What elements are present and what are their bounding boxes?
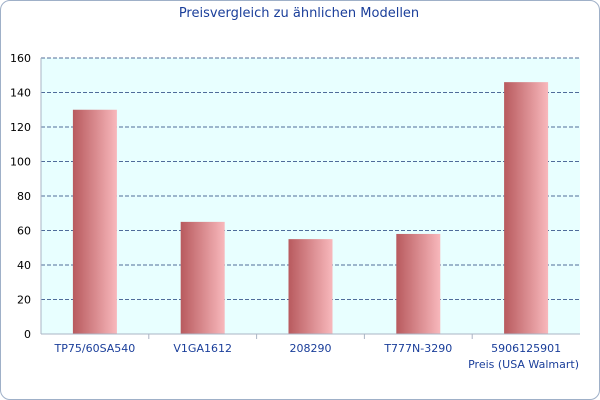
bar-0	[72, 109, 117, 334]
y-tick-label: 80	[17, 190, 31, 203]
bar-2	[288, 239, 333, 334]
y-tick-label: 60	[17, 225, 31, 238]
bar-4	[504, 82, 549, 335]
bars	[72, 82, 549, 335]
y-tick-label: 20	[17, 294, 31, 307]
y-tick-label: 120	[10, 121, 31, 134]
legend-entry: Preis (USA Walmart)	[468, 358, 579, 371]
bar-1	[180, 221, 225, 334]
tick-labels: 0 20 40 60 80 100 120 140 160 TP75/60SA540 V1GA161…	[10, 52, 561, 355]
y-tick-label: 160	[10, 52, 31, 65]
x-tick-label: 5906125901	[491, 342, 561, 355]
y-tick-label: 40	[17, 259, 31, 272]
y-tick-label: 100	[10, 156, 31, 169]
x-tick-label: T777N-3290	[383, 342, 452, 355]
chart-title: Preisvergleich zu ähnlichen Modellen	[179, 6, 419, 21]
y-tick-label: 0	[24, 328, 31, 341]
x-tick-label: TP75/60SA540	[54, 342, 136, 355]
axes	[40, 58, 580, 339]
x-tick-label: V1GA1612	[173, 342, 232, 355]
bar-3	[396, 233, 441, 334]
x-tick-label: 208290	[290, 342, 332, 355]
y-tick-label: 140	[10, 87, 31, 100]
